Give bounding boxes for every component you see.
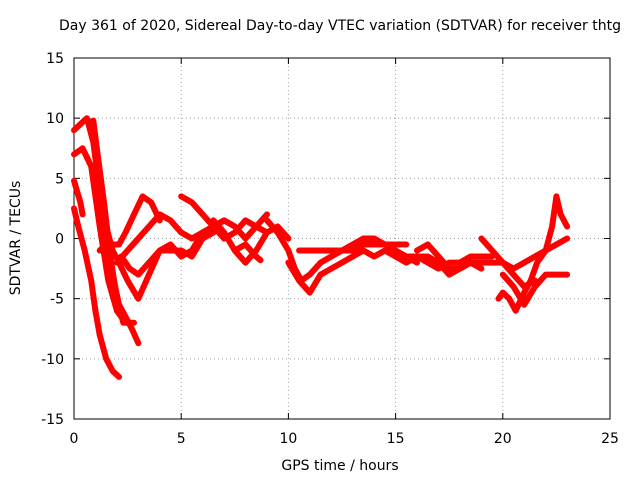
y-axis-label: SDTVAR / TECUs: [8, 181, 24, 296]
x-tick-labels: 0 5 10 15 20 25: [70, 431, 619, 447]
y-tick-label: 10: [46, 111, 64, 127]
chart-title: Day 361 of 2020, Sidereal Day-to-day VTE…: [59, 18, 621, 34]
series-arc-20: [499, 271, 571, 308]
x-tick-label: 0: [70, 431, 79, 447]
x-tick-label: 15: [387, 431, 405, 447]
series-arc-4: [86, 117, 127, 326]
series-arc-1: [71, 205, 122, 380]
series-arc-5: [71, 177, 86, 218]
grid-lines: [74, 58, 610, 419]
series-arc-17: [414, 241, 538, 290]
series-arc-12: [231, 241, 264, 264]
data-series: [71, 115, 571, 380]
y-tick-label: -15: [41, 412, 64, 428]
y-tick-label: 0: [55, 232, 64, 248]
x-axis-label: GPS time / hours: [281, 458, 398, 474]
series-arc-9: [118, 217, 270, 278]
y-tick-label: -5: [50, 292, 64, 308]
x-tick-label: 25: [601, 431, 619, 447]
x-tick-label: 20: [494, 431, 512, 447]
series-arc-19: [495, 193, 571, 314]
y-tick-label: 15: [46, 51, 64, 67]
y-tick-label: 5: [55, 171, 64, 187]
series-arc-10: [178, 193, 270, 242]
tick-marks: [73, 57, 611, 420]
y-tick-label: -10: [41, 352, 64, 368]
series-arc-18: [478, 235, 571, 272]
x-tick-label: 10: [279, 431, 297, 447]
series-arc-15: [296, 235, 496, 272]
x-tick-label: 5: [177, 431, 186, 447]
y-tick-labels: -15 -10 -5 0 5 10 15: [41, 51, 64, 428]
